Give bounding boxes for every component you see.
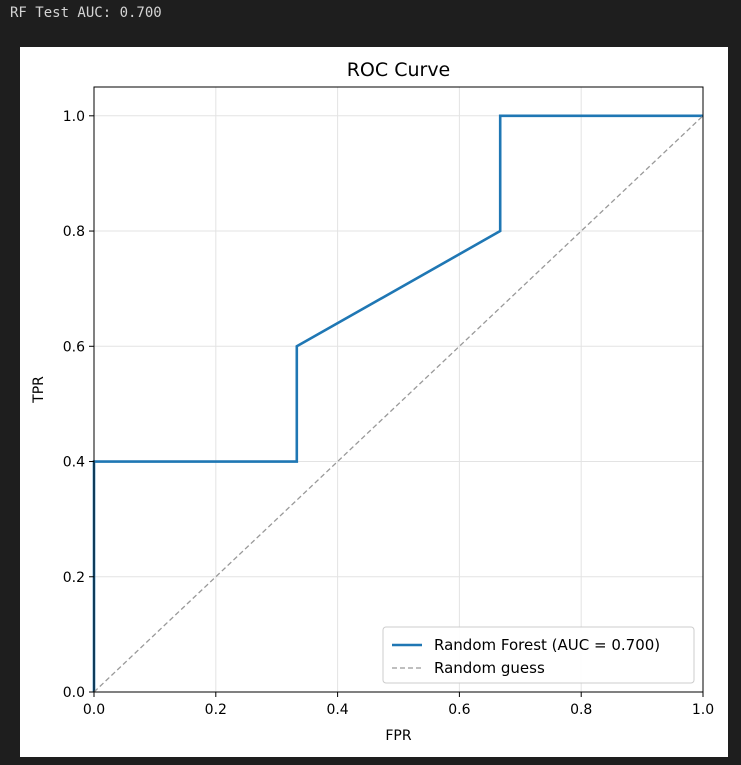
- x-tick-label: 0.8: [570, 702, 592, 718]
- y-tick-label: 0.6: [63, 339, 85, 355]
- legend-box: [382, 626, 695, 684]
- x-axis-label: FPR: [385, 728, 411, 744]
- legend-label: Random Forest (AUC = 0.700): [434, 636, 660, 654]
- y-tick-label: 0.4: [63, 455, 85, 471]
- legend: Random Forest (AUC = 0.700) Random guess: [382, 626, 695, 684]
- random-guess-line: [93, 115, 704, 693]
- x-tick-label: 0.0: [83, 702, 105, 718]
- chart-figure: 0.0 0.2 0.4 0.6 0.8 1.0 0.0 0.2 0.4 0.6 0.8 1.0 ROC…: [20, 47, 728, 757]
- x-tick-label: 1.0: [692, 702, 714, 718]
- ticks: 0.0 0.2 0.4 0.6 0.8 1.0 0.0 0.2 0.4 0.6 0.8 1.0: [63, 109, 714, 718]
- grid: [93, 87, 704, 693]
- plot-frame: [93, 86, 704, 693]
- x-tick-label: 0.2: [205, 702, 227, 718]
- y-tick-label: 0.2: [63, 570, 85, 586]
- roc-chart: 0.0 0.2 0.4 0.6 0.8 1.0 0.0 0.2 0.4 0.6 0.8 1.0 ROC…: [31, 59, 714, 744]
- x-tick-label: 0.6: [448, 702, 470, 718]
- y-axis-label: TPR: [31, 376, 47, 404]
- chart-title: ROC Curve: [347, 59, 451, 81]
- y-tick-label: 1.0: [63, 109, 85, 125]
- series-layer: [92, 114, 704, 693]
- y-tick-label: 0.8: [63, 224, 85, 240]
- legend-label: Random guess: [434, 659, 545, 677]
- output-text: RF Test AUC: 0.700: [10, 5, 162, 21]
- x-tick-label: 0.4: [326, 702, 348, 718]
- y-tick-label: 0.0: [63, 685, 85, 701]
